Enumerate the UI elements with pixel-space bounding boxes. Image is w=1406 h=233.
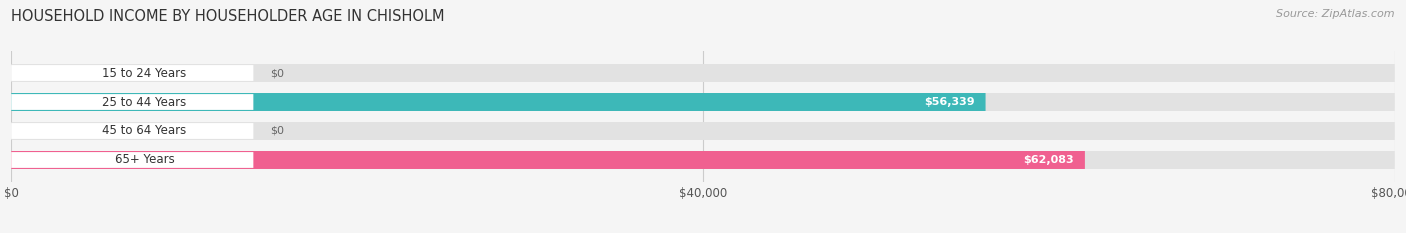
- FancyBboxPatch shape: [11, 151, 1085, 169]
- FancyBboxPatch shape: [11, 93, 986, 111]
- Text: $62,083: $62,083: [1024, 155, 1074, 165]
- Text: Source: ZipAtlas.com: Source: ZipAtlas.com: [1277, 9, 1395, 19]
- FancyBboxPatch shape: [11, 123, 253, 139]
- Text: $0: $0: [270, 126, 284, 136]
- FancyBboxPatch shape: [11, 151, 1395, 169]
- FancyBboxPatch shape: [11, 152, 253, 168]
- FancyBboxPatch shape: [11, 64, 1395, 82]
- Text: 15 to 24 Years: 15 to 24 Years: [103, 66, 187, 79]
- Text: $56,339: $56,339: [924, 97, 974, 107]
- FancyBboxPatch shape: [11, 122, 1395, 140]
- Text: HOUSEHOLD INCOME BY HOUSEHOLDER AGE IN CHISHOLM: HOUSEHOLD INCOME BY HOUSEHOLDER AGE IN C…: [11, 9, 444, 24]
- Text: 25 to 44 Years: 25 to 44 Years: [103, 96, 187, 109]
- FancyBboxPatch shape: [11, 94, 253, 110]
- FancyBboxPatch shape: [11, 65, 253, 81]
- Text: $0: $0: [270, 68, 284, 78]
- Text: 65+ Years: 65+ Years: [114, 154, 174, 167]
- Text: 45 to 64 Years: 45 to 64 Years: [103, 124, 187, 137]
- FancyBboxPatch shape: [11, 93, 1395, 111]
